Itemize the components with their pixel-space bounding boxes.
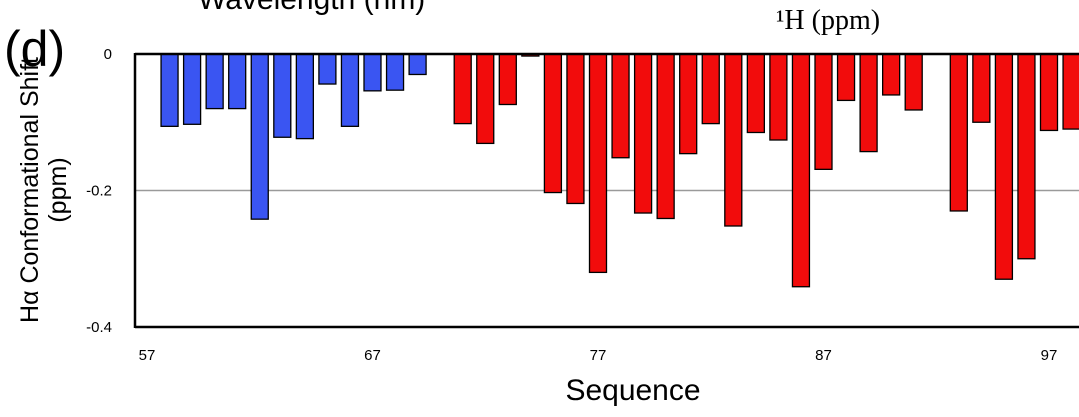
bar-red-96 (1017, 53, 1036, 260)
bar-red-95 (994, 53, 1014, 280)
top-left-caption: Wavelength (nm) (198, 0, 425, 16)
bar-blue-59 (182, 53, 202, 125)
x-tick-labels: 57 67 77 87 97 (139, 347, 1058, 364)
bar-red-72 (476, 53, 495, 145)
y-axis-title-line1: Hα Conformational Shift (16, 57, 44, 323)
bar-red-93 (949, 53, 968, 212)
bar-red-80 (656, 53, 675, 220)
bar-blue-63 (273, 53, 292, 138)
bar-red-87 (814, 53, 833, 170)
bar-blue-62 (250, 53, 269, 220)
y-tick-label: -0.4 (86, 319, 112, 336)
panel-label: (d) (4, 21, 65, 77)
bar-red-79 (633, 53, 653, 214)
bar-blue-58 (160, 53, 179, 127)
y-axis-title-line2: (ppm) (44, 157, 72, 222)
bar-red-77 (588, 53, 608, 274)
bar-red-82 (701, 53, 720, 125)
bar-red-98 (1062, 53, 1079, 130)
bar-blue-60 (205, 53, 224, 110)
y-tick-label: 0 (104, 46, 112, 63)
bar-blue-66 (340, 53, 360, 127)
x-axis-title: Sequence (565, 374, 700, 407)
top-right-caption: ¹H (ppm) (776, 5, 880, 36)
bar-blue-69 (408, 53, 427, 76)
x-tick-label: 97 (1041, 347, 1058, 364)
bars (160, 53, 1079, 288)
bar-red-84 (746, 53, 765, 134)
y-tick-label: -0.2 (86, 183, 112, 200)
bar-red-81 (679, 53, 698, 155)
bar-red-78 (611, 53, 630, 159)
bar-blue-67 (363, 53, 382, 92)
axes (133, 52, 1079, 329)
x-tick-label: 67 (364, 347, 381, 364)
bar-red-89 (859, 53, 878, 153)
bar-red-76 (566, 53, 585, 205)
bar-red-88 (836, 53, 856, 102)
y-tick-labels: 0 -0.2 -0.4 (86, 46, 112, 336)
bar-red-75 (543, 53, 563, 194)
bar-blue-68 (385, 53, 405, 91)
bar-red-91 (904, 53, 923, 111)
bar-red-71 (453, 53, 472, 125)
bar-red-90 (882, 53, 901, 96)
bar-red-86 (791, 53, 811, 288)
bar-red-97 (1039, 53, 1059, 132)
bar-red-83 (724, 53, 743, 227)
bar-blue-64 (295, 53, 315, 140)
y-axis-title: Hα Conformational Shift (ppm) (16, 57, 72, 323)
bar-red-85 (769, 53, 788, 141)
x-tick-label: 87 (815, 347, 832, 364)
bar-blue-65 (318, 53, 337, 85)
bar-blue-61 (228, 53, 247, 110)
bar-red-73 (498, 53, 517, 106)
bar-red-94 (972, 53, 991, 123)
x-tick-label: 77 (590, 347, 607, 364)
x-tick-label: 57 (139, 347, 156, 364)
